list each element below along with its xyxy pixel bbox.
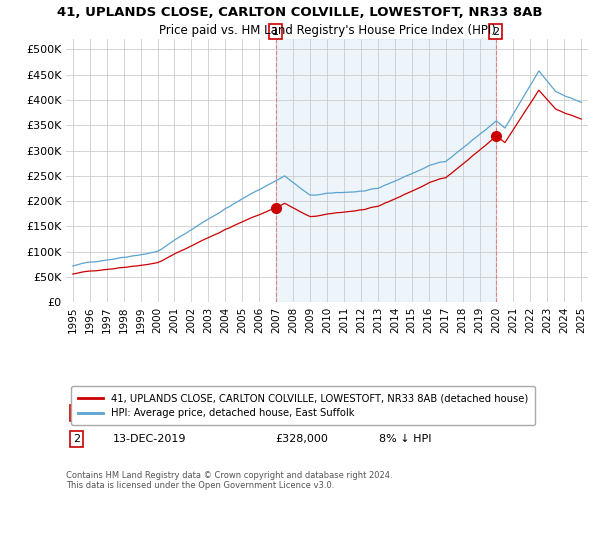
Text: 2: 2	[73, 434, 80, 444]
Text: £187,000: £187,000	[275, 408, 328, 418]
Text: 13-DEC-2019: 13-DEC-2019	[113, 434, 187, 444]
Legend: 41, UPLANDS CLOSE, CARLTON COLVILLE, LOWESTOFT, NR33 8AB (detached house), HPI: : 41, UPLANDS CLOSE, CARLTON COLVILLE, LOW…	[71, 386, 535, 426]
Text: 8% ↓ HPI: 8% ↓ HPI	[379, 434, 432, 444]
Text: 21-DEC-2006: 21-DEC-2006	[113, 408, 187, 418]
Text: 2: 2	[492, 26, 499, 36]
Text: 1: 1	[272, 26, 279, 36]
Text: 41, UPLANDS CLOSE, CARLTON COLVILLE, LOWESTOFT, NR33 8AB: 41, UPLANDS CLOSE, CARLTON COLVILLE, LOW…	[57, 6, 543, 18]
Bar	[275, 39, 496, 302]
Text: 1: 1	[73, 408, 80, 418]
Text: 22% ↓ HPI: 22% ↓ HPI	[379, 408, 439, 418]
Title: Price paid vs. HM Land Registry's House Price Index (HPI): Price paid vs. HM Land Registry's House …	[158, 24, 496, 36]
Text: £328,000: £328,000	[275, 434, 328, 444]
Text: Contains HM Land Registry data © Crown copyright and database right 2024.
This d: Contains HM Land Registry data © Crown c…	[66, 471, 392, 490]
